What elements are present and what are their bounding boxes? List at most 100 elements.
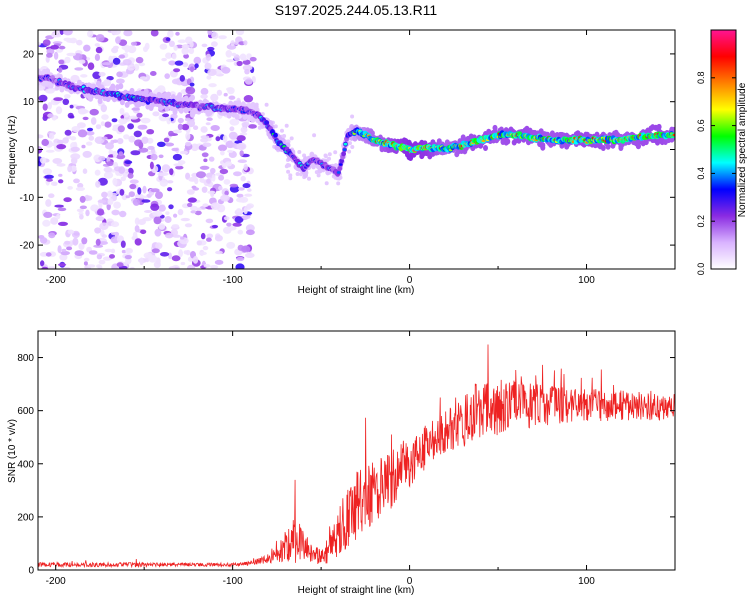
spectrogram-noise-cell (181, 123, 190, 131)
spectrogram-noise-cell (76, 208, 84, 213)
spectrogram-noise-cell (111, 118, 118, 123)
spectrogram-noise-cell (190, 210, 197, 214)
spectrogram-noise-cell (324, 181, 329, 186)
spectrogram-noise-cell (70, 146, 80, 152)
spectrogram-noise-cell (264, 102, 269, 107)
spectrogram-noise-cell (117, 125, 125, 133)
spectrogram-noise-cell (233, 54, 240, 62)
spectrogram-noise-cell (168, 266, 176, 269)
spectrogram-noise-cell (47, 113, 54, 118)
spectrogram-noise-cell (96, 254, 103, 260)
spectrogram-noise-cell (57, 207, 67, 212)
spectrogram-noise-cell (226, 226, 237, 231)
spectrogram-noise-cell (112, 150, 118, 159)
spectrogram-noise-cell (289, 136, 294, 141)
spectrogram-noise-cell (142, 185, 147, 194)
spectrogram-noise-cell (73, 232, 80, 236)
spectrogram-noise-cell (220, 150, 225, 156)
spectrogram-noise-cell (106, 161, 114, 167)
spectrogram-noise-cell (125, 195, 130, 199)
spectrogram-noise-cell (229, 118, 240, 126)
spectrogram-noise-cell (44, 174, 54, 179)
spectrogram-noise-cell (58, 45, 66, 50)
spectrogram-y-tick-label: -10 (20, 193, 35, 204)
spectrogram-noise-cell (104, 248, 113, 253)
spectrogram-noise-cell (228, 131, 238, 140)
spectrogram-noise-cell (87, 264, 96, 268)
spectrogram-noise-cell (95, 46, 103, 54)
spectrogram-noise-cell (95, 216, 105, 222)
spectrogram-noise-cell (79, 214, 84, 220)
spectrogram-noise-cell (130, 150, 141, 156)
spectrogram-noise-cell (323, 154, 328, 159)
spectrogram-noise-cell (200, 126, 208, 133)
spectrogram-noise-cell (116, 78, 125, 84)
spectrogram-noise-cell (225, 50, 233, 58)
spectrogram-noise-cell (192, 187, 200, 191)
spectrogram-noise-cell (108, 149, 114, 155)
spectrogram-noise-cell (82, 150, 92, 158)
spectrogram-noise-cell (246, 229, 255, 236)
spectrogram-noise-cell (140, 117, 151, 124)
spectrogram-noise-cell (226, 59, 235, 63)
snr-x-axis-label: Height of straight line (km) (298, 585, 415, 596)
spectrogram-noise-cell (214, 259, 224, 265)
spectrogram-noise-cell (78, 59, 86, 64)
spectrogram-noise-cell (174, 60, 184, 66)
spectrogram-noise-cell (157, 172, 167, 177)
spectrogram-noise-cell (118, 39, 128, 46)
snr-x-tick-label: -200 (46, 576, 66, 587)
spectrogram-noise-cell (130, 41, 138, 46)
spectrogram-noise-cell (99, 222, 109, 230)
spectrogram-noise-cell (57, 67, 63, 73)
spectrogram-noise-cell (41, 138, 49, 147)
spectrogram-noise-cell (136, 112, 143, 118)
spectrogram-noise-cell (168, 60, 176, 66)
spectrogram-noise-cell (167, 30, 174, 38)
spectrogram-noise-cell (53, 97, 64, 101)
spectrogram-noise-cell (124, 255, 132, 260)
spectrogram-noise-cell (128, 191, 135, 198)
spectrogram-noise-cell (128, 135, 136, 143)
spectrogram-noise-cell (116, 262, 124, 268)
spectrogram-noise-cell (66, 246, 73, 251)
spectrogram-ridge-peak (672, 133, 675, 137)
spectrogram-noise-cell (138, 62, 146, 67)
spectrogram-noise-cell (45, 252, 52, 257)
spectrogram-noise-cell (210, 191, 215, 197)
colorbar-tick-label: 0.0 (696, 263, 706, 276)
spectrogram-noise-cell (76, 39, 83, 46)
spectrogram-noise-cell (101, 191, 108, 198)
spectrogram-noise-cell (211, 174, 216, 182)
spectrogram-noise-cell (147, 145, 155, 150)
spectrogram-noise-cell (184, 117, 191, 122)
spectrogram-noise-cell (170, 113, 178, 120)
spectrogram-noise-cell (67, 186, 73, 190)
spectrogram-noise-cell (215, 136, 221, 142)
spectrogram-noise-cell (134, 139, 143, 147)
spectrogram-noise-cell (79, 195, 86, 203)
spectrogram-noise-cell (218, 174, 225, 181)
spectrogram-noise-cell (244, 193, 253, 197)
spectrogram-noise-cell (210, 265, 219, 269)
spectrogram-noise-cell (185, 141, 192, 147)
spectrogram-noise-cell (156, 85, 166, 94)
spectrogram-noise-cell (180, 236, 185, 240)
spectrogram-noise-cell (288, 173, 293, 178)
spectrogram-noise-cell (249, 56, 257, 62)
spectrogram-halo-cell (605, 143, 611, 150)
spectrogram-noise-cell (106, 76, 114, 81)
spectrogram-noise-cell (194, 210, 202, 216)
spectrogram-noise-cell (98, 241, 108, 245)
spectrogram-halo-cell (118, 83, 124, 90)
colorbar-tick-label: 0.8 (696, 72, 706, 85)
spectrogram-noise-cell (77, 129, 88, 138)
spectrogram-noise-cell (200, 94, 208, 99)
spectrogram-noise-cell (138, 147, 149, 153)
spectrogram-noise-cell (240, 175, 246, 182)
spectrogram-noise-cell (50, 45, 60, 50)
spectrogram-noise-cell (119, 107, 125, 115)
spectrogram-halo-cell (253, 103, 259, 110)
spectrogram-noise-cell (47, 266, 56, 269)
spectrogram-halo-cell (178, 107, 184, 114)
